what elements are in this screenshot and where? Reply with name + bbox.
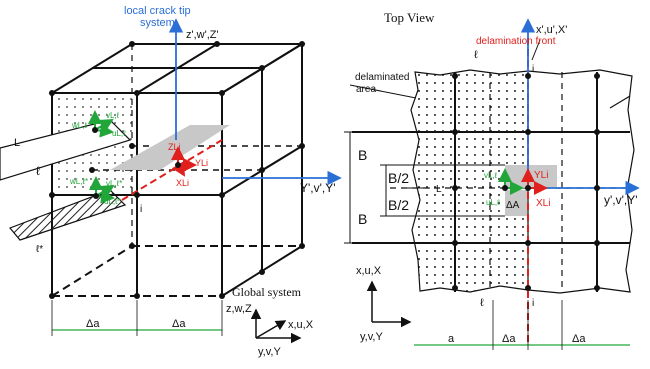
node-l-label: ℓ [36,164,40,178]
axis-z-top-label: z',w',Z' [186,29,219,41]
v-l-label-right: vL,ℓ [484,171,498,180]
v-l-label: vL,ℓ [106,111,120,120]
x-li-label-right: XLi [536,198,550,209]
b-half-bottom-label: B/2 [388,197,409,213]
global-axis-x-label: x,u,X [288,319,314,331]
delaminated-area [410,69,529,293]
v-l-star-label: vL,ℓ* [106,179,122,188]
cell-delta-a [505,190,528,216]
y-li-label-right: YLi [534,170,548,181]
right-global-axis-y-label: y,v,Y [360,331,383,343]
dim-da-2-label: Δa [572,333,586,345]
node-l-top-label: ℓ [474,49,478,61]
z-li-label: ZLi [168,142,181,152]
u-l-star-label: uL,ℓ* [104,197,121,206]
delta-a-1: Δa [86,318,100,330]
right-global-axis-x-label: x,u,X [356,265,382,277]
node-i-top-label: i [532,64,534,75]
cell-y-li [505,165,557,188]
right-axis-top-label: x',u',X' [536,24,567,36]
axis-y-right-label: Y',v',Y' [300,181,336,195]
b-half-top-label: B/2 [388,170,409,186]
node-l-star-label: ℓ* [36,244,43,255]
y-li-label: YLi [195,158,208,168]
local-system-label-1: local crack tip [124,5,191,17]
local-system-label-2: system [140,17,175,29]
global-system-label: Global system [232,285,302,299]
node-i-bottom-label: i [532,298,534,309]
delta-A-label: ΔA [506,200,520,211]
delta-a-2: Δa [172,318,186,330]
u-l-label: uL,ℓ [112,129,126,138]
right-axis-right-label: y',v',Y' [604,193,638,207]
delaminated-area-label-2: area [356,84,376,95]
delamination-front-label: delamination front [476,36,556,47]
hatched-wedge [9,189,127,241]
b-top-label: B [358,147,367,163]
global-axis-z-label: z,w,Z [226,303,252,315]
node-L-label: L [14,137,20,149]
delaminated-area-label-1: delaminated [355,72,409,83]
global-axis-y-label: y,v,Y [258,346,281,358]
u-l-label-right: uL,ℓ [486,198,500,207]
b-bottom-label: B [358,211,367,227]
crack-element-shaded [110,125,230,170]
right-top-view: Top View delamination front delaminated … [344,10,640,350]
top-view-title: Top View [384,10,435,25]
x-li-label: XLi [176,178,189,188]
left-3d-view: local crack tip system z',w',Z' Y',v',Y'… [0,5,342,358]
node-l-bottom-label: ℓ [480,297,484,309]
dim-da-1-label: Δa [502,333,516,345]
node-i-label: i [140,204,142,215]
l-label: L [436,184,442,195]
w-l-star-label: wL,ℓ* [69,177,88,186]
w-l-label: wL,ℓ [71,121,87,130]
dim-a-label: a [448,333,455,345]
